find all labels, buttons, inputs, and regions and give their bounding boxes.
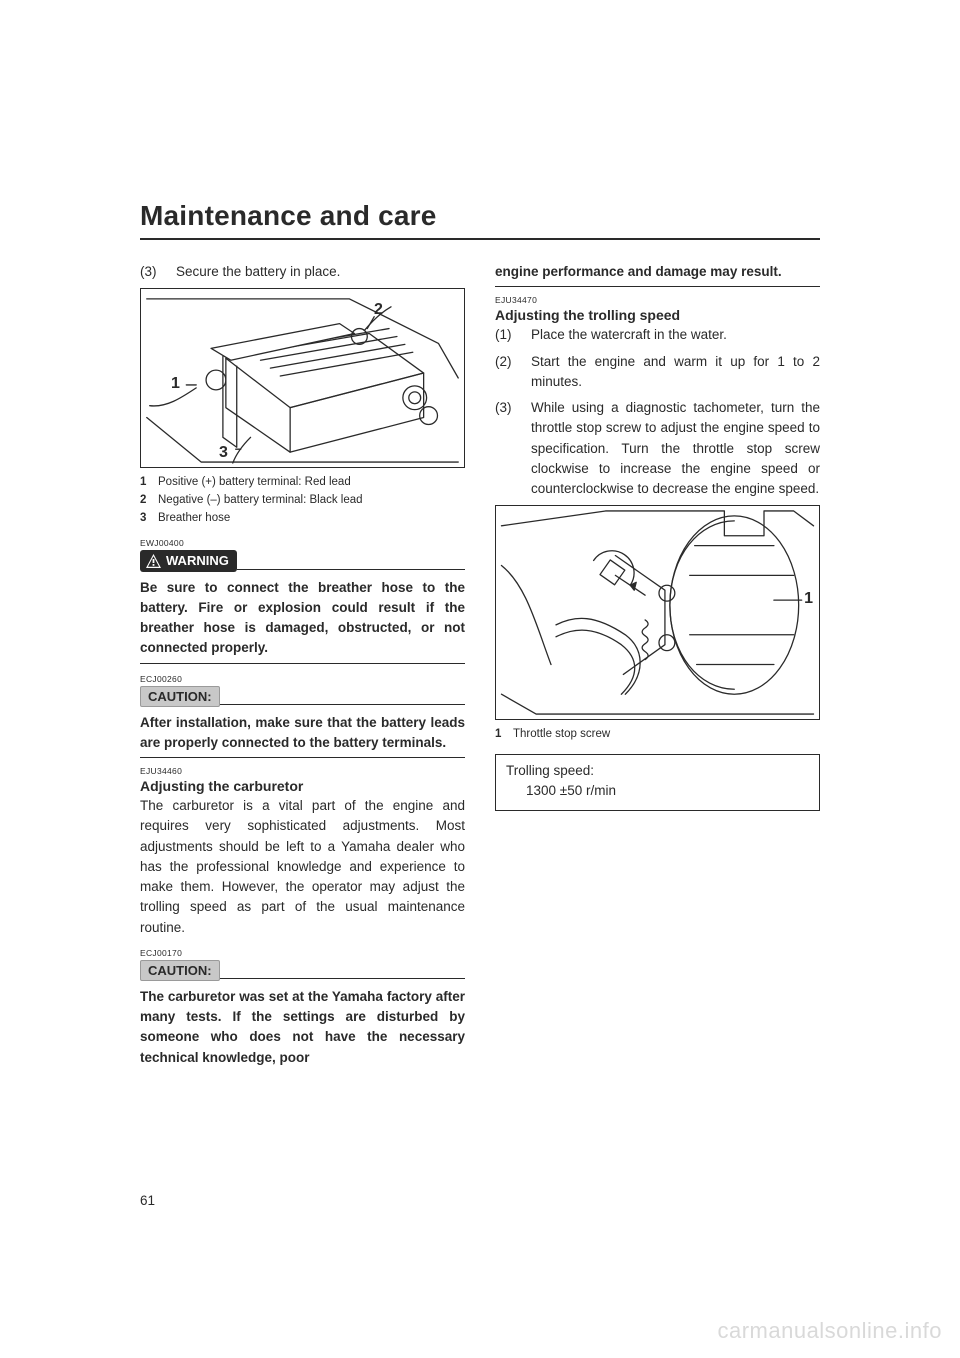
legend-text: Positive (+) battery terminal: Red lead	[158, 474, 351, 492]
legend-item: 3 Breather hose	[140, 510, 465, 528]
legend-text: Throttle stop screw	[513, 726, 610, 744]
ref-code: ECJ00170	[140, 948, 465, 958]
ref-code: EWJ00400	[140, 538, 465, 548]
throttle-illustration	[496, 506, 819, 719]
legend-text: Breather hose	[158, 510, 230, 528]
step-number: (3)	[140, 262, 166, 282]
step-number: (2)	[495, 352, 521, 393]
step-text: While using a diagnostic tachometer, tur…	[531, 398, 820, 499]
step-item: (3) Secure the battery in place.	[140, 262, 465, 282]
step-text: Start the engine and warm it up for 1 to…	[531, 352, 820, 393]
page-number: 61	[140, 1193, 155, 1208]
figure-legend: 1 Throttle stop screw	[495, 726, 820, 744]
figure-label-1: 1	[171, 375, 180, 393]
rule-line	[220, 978, 465, 979]
figure-label-3: 3	[219, 444, 228, 462]
step-text: Place the watercraft in the water.	[531, 325, 820, 345]
ref-code: EJU34460	[140, 766, 465, 776]
spec-value: 1300 ±50 r/min	[506, 781, 809, 801]
rule-line	[495, 286, 820, 287]
caution-text-continued: engine performance and damage may result…	[495, 262, 820, 282]
page-title: Maintenance and care	[140, 200, 820, 240]
figure-battery: 1 2 3	[140, 288, 465, 468]
warning-badge: WARNING	[140, 550, 237, 572]
left-column: (3) Secure the battery in place.	[140, 262, 465, 1072]
two-column-layout: (3) Secure the battery in place.	[140, 262, 820, 1072]
warning-text: Be sure to connect the breather hose to …	[140, 578, 465, 659]
legend-num: 2	[140, 492, 152, 510]
legend-num: 1	[140, 474, 152, 492]
ref-code: ECJ00260	[140, 674, 465, 684]
caution-badge: CAUTION:	[140, 960, 220, 981]
legend-text: Negative (–) battery terminal: Black lea…	[158, 492, 363, 510]
rule-line	[220, 704, 465, 705]
step-text: Secure the battery in place.	[176, 262, 465, 282]
step-item: (1) Place the watercraft in the water.	[495, 325, 820, 345]
warning-header: WARNING	[140, 550, 465, 572]
legend-item: 1 Positive (+) battery terminal: Red lea…	[140, 474, 465, 492]
rule-line	[140, 757, 465, 758]
caution-text: The carburetor was set at the Yamaha fac…	[140, 987, 465, 1068]
caution-header: CAUTION:	[140, 686, 465, 707]
step-number: (3)	[495, 398, 521, 499]
subheading: Adjusting the trolling speed	[495, 307, 820, 323]
rule-line	[140, 663, 465, 664]
warning-icon	[146, 554, 161, 568]
subheading: Adjusting the carburetor	[140, 778, 465, 794]
watermark: carmanualsonline.info	[717, 1318, 942, 1344]
legend-item: 1 Throttle stop screw	[495, 726, 820, 744]
figure-label-1: 1	[804, 590, 813, 608]
battery-illustration	[141, 289, 464, 467]
legend-num: 3	[140, 510, 152, 528]
spec-box: Trolling speed: 1300 ±50 r/min	[495, 754, 820, 811]
figure-label-2: 2	[374, 301, 383, 319]
spec-label: Trolling speed:	[506, 761, 809, 781]
figure-throttle: 1	[495, 505, 820, 720]
step-number: (1)	[495, 325, 521, 345]
caution-badge: CAUTION:	[140, 686, 220, 707]
caution-text: After installation, make sure that the b…	[140, 713, 465, 754]
caution-header: CAUTION:	[140, 960, 465, 981]
body-paragraph: The carburetor is a vital part of the en…	[140, 796, 465, 938]
right-column: engine performance and damage may result…	[495, 262, 820, 1072]
legend-num: 1	[495, 726, 507, 744]
ref-code: EJU34470	[495, 295, 820, 305]
legend-item: 2 Negative (–) battery terminal: Black l…	[140, 492, 465, 510]
figure-legend: 1 Positive (+) battery terminal: Red lea…	[140, 474, 465, 527]
rule-line	[237, 569, 465, 570]
warning-label: WARNING	[166, 553, 229, 568]
step-item: (2) Start the engine and warm it up for …	[495, 352, 820, 393]
step-item: (3) While using a diagnostic tachometer,…	[495, 398, 820, 499]
